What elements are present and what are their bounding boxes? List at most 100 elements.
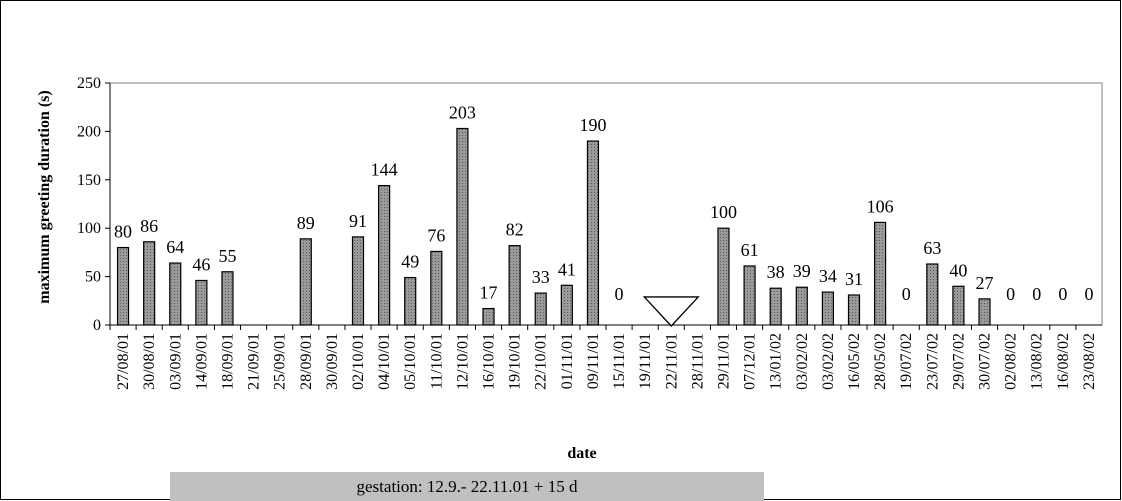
- x-tick-label: 03/02/02: [794, 333, 811, 390]
- x-tick-label: 21/09/01: [246, 333, 263, 390]
- value-label: 33: [532, 267, 550, 287]
- bar: [769, 287, 782, 326]
- x-tick-label: 16/08/02: [1055, 333, 1072, 390]
- x-tick-label: 28/11/01: [689, 333, 706, 389]
- y-tick-label: 0: [93, 317, 101, 334]
- x-tick-label: 22/10/01: [533, 333, 550, 390]
- value-label: 46: [192, 254, 210, 274]
- x-tick-label: 02/08/02: [1003, 333, 1020, 390]
- value-label: 41: [558, 259, 576, 279]
- x-tick-label: 16/05/02: [846, 333, 863, 390]
- bar: [821, 291, 834, 326]
- value-label: 91: [349, 211, 367, 231]
- bar: [430, 250, 443, 326]
- value-label: 31: [845, 269, 863, 289]
- value-label: 34: [819, 266, 837, 286]
- value-label: 76: [427, 225, 445, 245]
- value-label: 144: [371, 160, 398, 180]
- bar: [508, 245, 521, 326]
- x-tick-label: 11/10/01: [428, 333, 445, 389]
- x-tick-label: 07/12/01: [742, 333, 759, 390]
- x-tick-label: 30/08/01: [141, 333, 158, 390]
- value-label: 38: [767, 262, 785, 282]
- value-label: 0: [1006, 284, 1015, 304]
- x-tick-label: 19/11/01: [637, 333, 654, 389]
- bar: [351, 236, 365, 326]
- x-tick-label: 13/01/02: [768, 333, 785, 390]
- y-tick-labels: 0 50 100 150 200 250: [77, 75, 101, 334]
- y-tick-label: 200: [77, 123, 101, 140]
- bar: [195, 279, 208, 326]
- bar: [560, 284, 573, 326]
- x-tick-label: 19/10/01: [507, 333, 524, 390]
- bar: [743, 265, 756, 326]
- x-tick-label: 29/07/02: [950, 333, 967, 390]
- x-tick-label: 18/09/01: [219, 333, 236, 390]
- triangle-marker: [642, 296, 700, 327]
- x-tick-label: 23/07/02: [924, 333, 941, 390]
- bar: [717, 227, 730, 326]
- value-label: 100: [710, 202, 737, 222]
- x-tick-label: 28/05/02: [872, 333, 889, 390]
- bar: [874, 221, 887, 326]
- bar: [404, 276, 417, 326]
- x-tick-label: 27/08/01: [115, 333, 132, 390]
- value-label: 0: [1032, 284, 1041, 304]
- value-label: 82: [506, 220, 524, 240]
- x-tick-label: 29/11/01: [715, 333, 732, 389]
- y-tick-label: 150: [77, 172, 101, 189]
- bar: [482, 307, 495, 326]
- x-tick-label: 14/09/01: [193, 333, 210, 390]
- x-tick-label: 02/10/01: [350, 333, 367, 390]
- x-axis-title: date: [567, 445, 596, 462]
- bar: [299, 238, 312, 326]
- x-tick-label: 15/11/01: [611, 333, 628, 389]
- bar: [534, 292, 547, 326]
- bar: [952, 285, 965, 326]
- value-label: 86: [140, 216, 158, 236]
- x-tick-label: 16/10/01: [481, 333, 498, 390]
- value-label: 0: [615, 284, 624, 304]
- value-label: 40: [949, 260, 967, 280]
- value-label: 27: [976, 273, 994, 293]
- x-tick-label: 12/10/01: [454, 333, 471, 390]
- bar: [378, 185, 391, 326]
- value-label: 49: [401, 252, 419, 272]
- x-tick-label: 25/09/01: [272, 333, 289, 390]
- value-label: 0: [1084, 284, 1093, 304]
- y-tick-label: 50: [85, 269, 101, 286]
- x-tick-label: 19/07/02: [898, 333, 915, 390]
- bar: [116, 246, 130, 326]
- bar: [221, 271, 234, 326]
- value-label: 63: [923, 238, 941, 258]
- bar: [456, 127, 469, 326]
- axes: [105, 82, 1103, 330]
- value-label: 106: [867, 196, 894, 216]
- x-tick-label: 23/08/02: [1081, 333, 1098, 390]
- value-label: 0: [902, 284, 911, 304]
- x-tick-labels: 27/08/01 30/08/01 03/09/01 14/09/01 18/09/01…: [115, 333, 1098, 390]
- value-label: 89: [297, 213, 315, 233]
- value-label: 17: [480, 283, 498, 303]
- x-tick-label: 03/09/01: [167, 333, 184, 390]
- bar: [847, 294, 861, 326]
- x-tick-label: 05/10/01: [402, 333, 419, 390]
- bar: [586, 140, 600, 326]
- y-tick-label: 100: [77, 220, 101, 237]
- bar: [143, 241, 156, 326]
- bar: [169, 262, 182, 326]
- bar: [926, 263, 939, 326]
- value-label: 64: [166, 237, 184, 257]
- bars: [116, 127, 991, 326]
- value-label: 0: [1058, 284, 1067, 304]
- x-tick-label: 30/09/01: [324, 333, 341, 390]
- value-label: 80: [114, 222, 132, 242]
- x-tick-label: 28/09/01: [298, 333, 315, 390]
- gestation-bar: gestation: 12.9.- 22.11.01 + 15 d: [170, 472, 764, 501]
- value-label: 55: [218, 246, 236, 266]
- x-tick-label: 01/11/01: [559, 333, 576, 389]
- value-label: 203: [449, 102, 476, 122]
- bar: [795, 286, 808, 326]
